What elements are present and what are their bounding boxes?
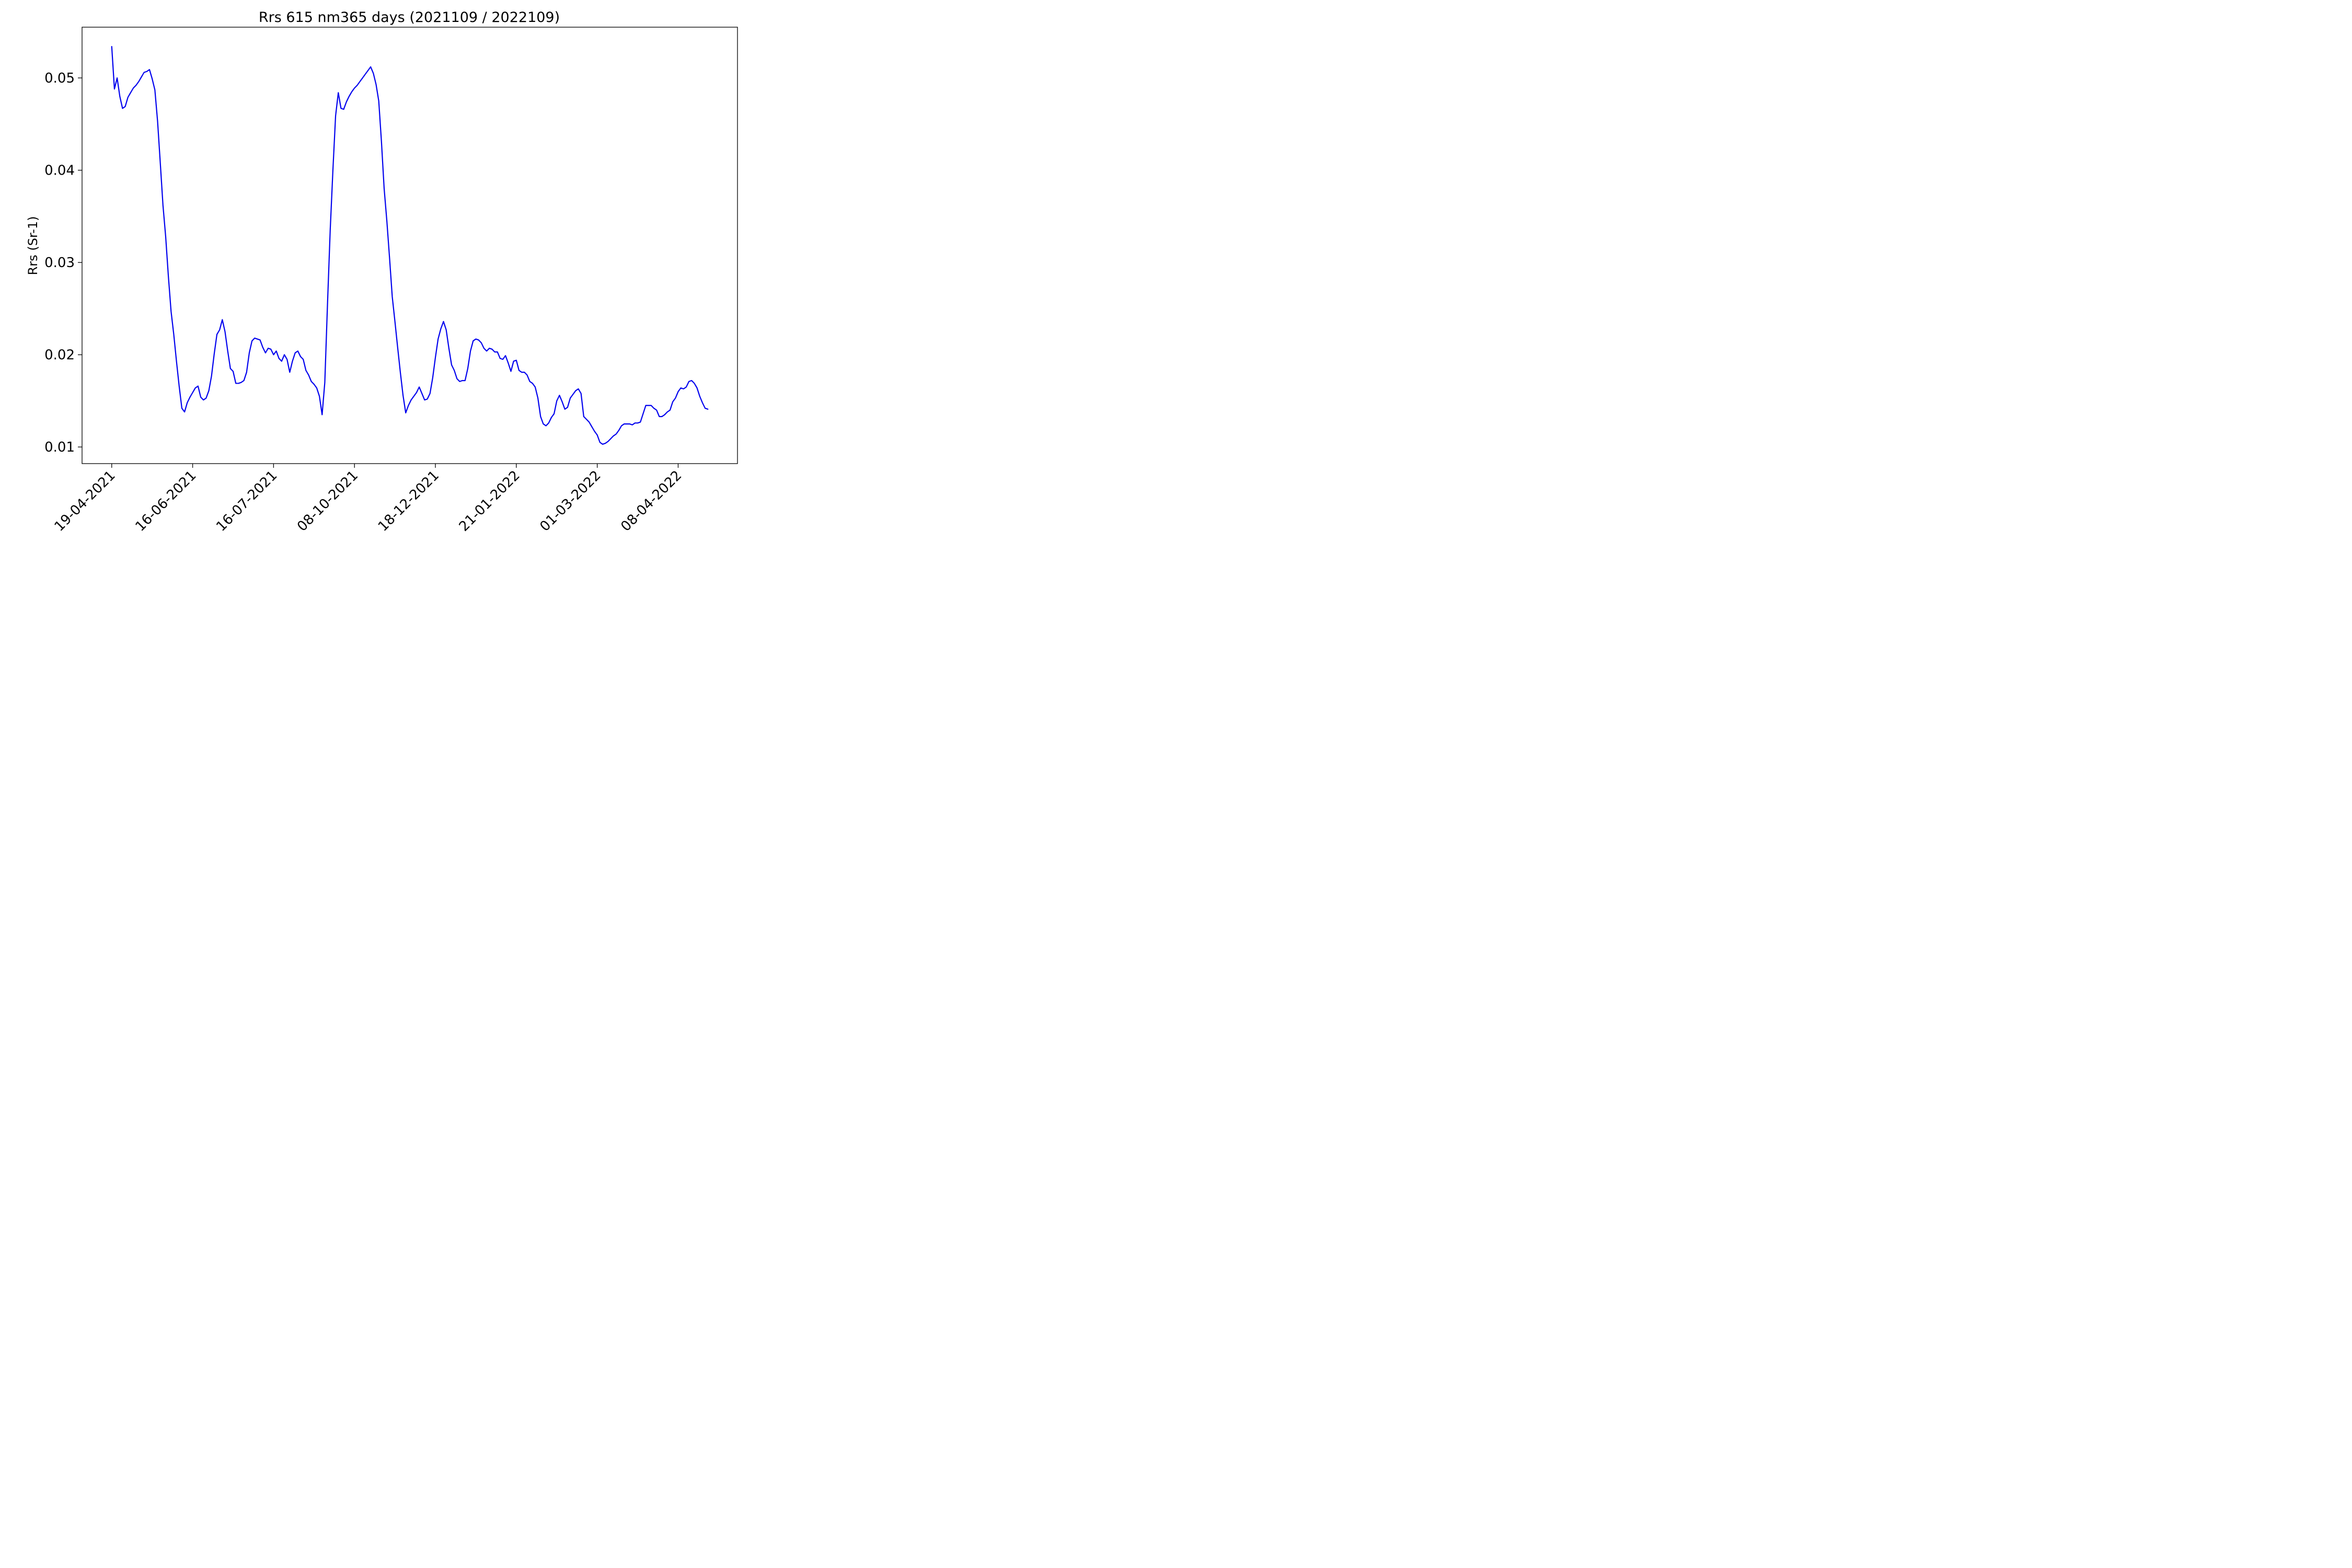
y-tick-label: 0.05 — [44, 71, 75, 86]
chart-title: Rrs 615 nm365 days (2021109 / 2022109) — [259, 9, 560, 26]
y-tick-label: 0.04 — [44, 163, 75, 179]
rrs-series-line — [111, 45, 709, 445]
plot-frame — [82, 27, 738, 464]
chart-background — [0, 0, 808, 546]
y-tick-label: 0.01 — [44, 440, 75, 455]
y-tick-label: 0.02 — [44, 348, 75, 363]
y-tick-label: 0.03 — [44, 255, 75, 271]
line-chart: Rrs 615 nm365 days (2021109 / 2022109) R… — [0, 0, 808, 546]
y-axis-label: Rrs (Sr-1) — [26, 216, 40, 275]
y-axis: 0.01 0.02 0.03 0.04 0.05 — [44, 71, 82, 455]
